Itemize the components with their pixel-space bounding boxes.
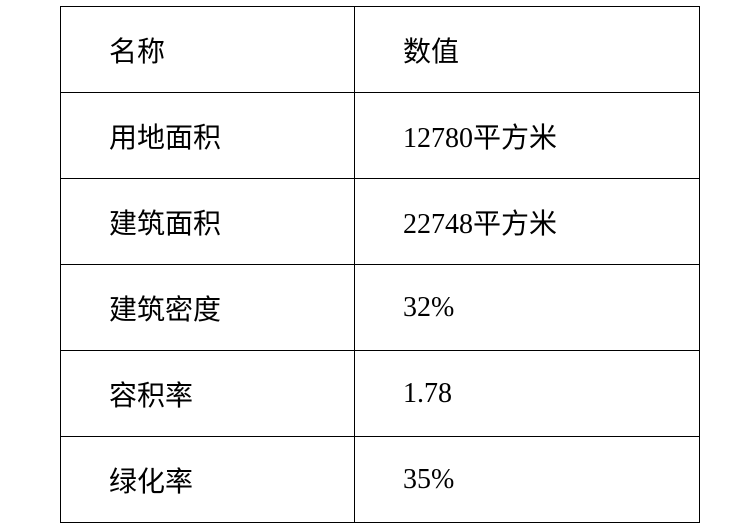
table-row: 建筑密度 32%: [61, 265, 700, 351]
cell-value: 12780平方米: [354, 93, 699, 179]
cell-value: 35%: [354, 437, 699, 523]
cell-name: 绿化率: [61, 437, 355, 523]
cell-name: 建筑密度: [61, 265, 355, 351]
table-row: 绿化率 35%: [61, 437, 700, 523]
cell-name: 建筑面积: [61, 179, 355, 265]
cell-value: 22748平方米: [354, 179, 699, 265]
table-row: 用地面积 12780平方米: [61, 93, 700, 179]
cell-value: 32%: [354, 265, 699, 351]
cell-name: 容积率: [61, 351, 355, 437]
header-name: 名称: [61, 7, 355, 93]
data-table: 名称 数值 用地面积 12780平方米 建筑面积 22748平方米 建筑密度 3…: [60, 6, 700, 523]
cell-value: 1.78: [354, 351, 699, 437]
header-value: 数值: [354, 7, 699, 93]
table-header-row: 名称 数值: [61, 7, 700, 93]
table-row: 容积率 1.78: [61, 351, 700, 437]
cell-name: 用地面积: [61, 93, 355, 179]
table-row: 建筑面积 22748平方米: [61, 179, 700, 265]
